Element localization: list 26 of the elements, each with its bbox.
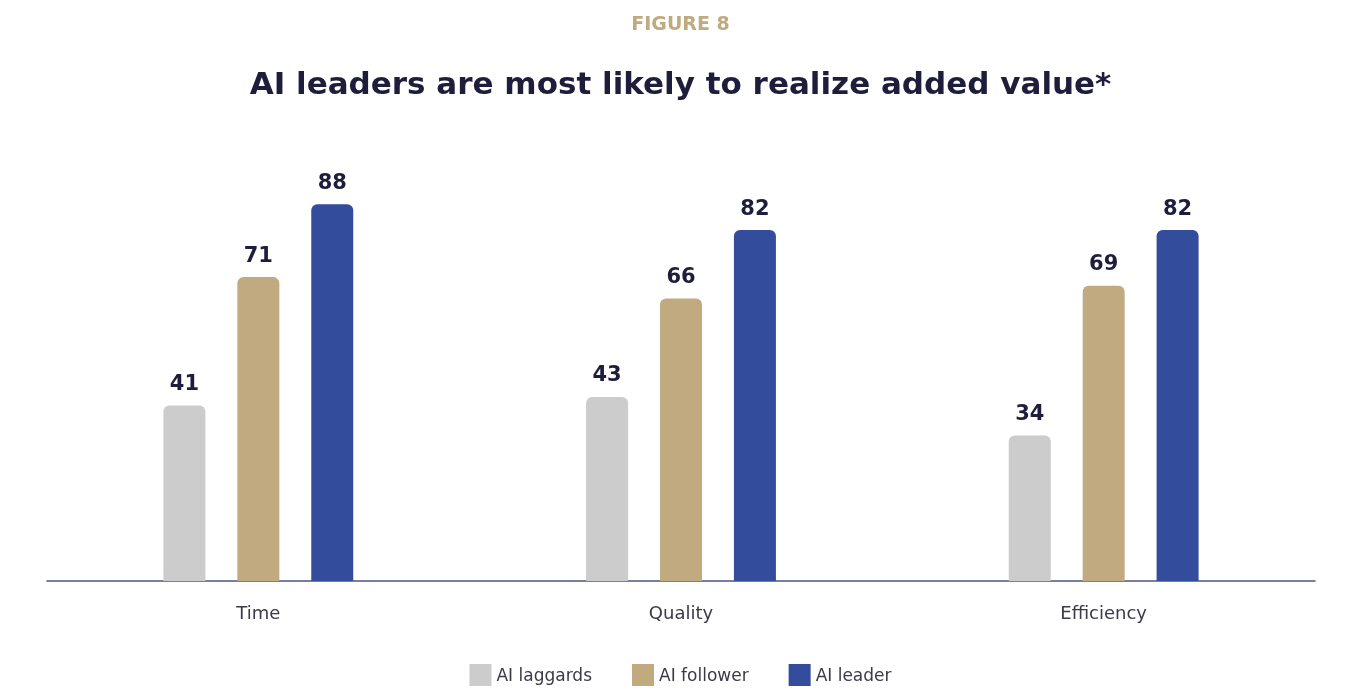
x-tick-label: Quality [648,601,714,623]
legend-label: AI laggards [496,665,593,685]
legend-label: AI follower [659,665,749,685]
x-tick-label: Efficiency [1060,601,1148,623]
bar [660,298,702,581]
bar [1008,435,1051,581]
legend-label: AI leader [815,665,892,685]
chart-subtitle: FIGURE 8 [631,11,730,34]
bar [311,204,354,581]
chart-title: AI leaders are most likely to realize added value* [249,64,1112,101]
bar [586,396,629,581]
bar [1082,285,1125,581]
data-label: 69 [1089,251,1119,276]
bar [237,277,280,581]
data-label: 43 [592,362,622,387]
bar [1156,230,1199,581]
data-label: 82 [1162,195,1193,220]
data-label: 34 [1015,400,1045,425]
data-label: 66 [666,264,696,289]
x-tick-label: Time [235,601,281,623]
data-label: 88 [317,169,347,194]
bar [163,405,206,581]
bar [733,230,776,581]
data-label: 82 [740,195,770,220]
data-label: 41 [169,371,200,396]
data-label: 71 [243,242,273,267]
